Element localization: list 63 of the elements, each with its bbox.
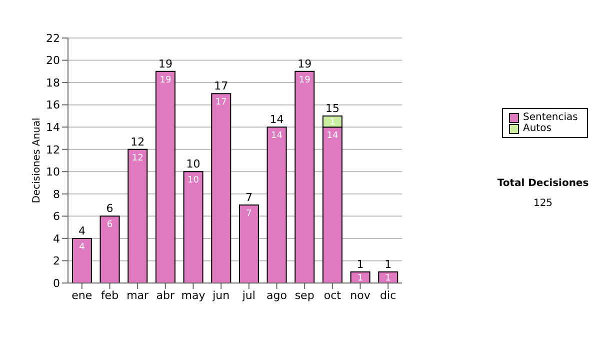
bar (72, 238, 92, 283)
x-tick-label: feb (100, 288, 119, 302)
y-tick-label: 10 (46, 166, 60, 179)
data-label: 17 (215, 98, 227, 108)
bar (155, 70, 176, 283)
y-tick-label: 14 (46, 120, 60, 134)
data-label: 6 (106, 220, 113, 230)
x-tick-label: ene (72, 288, 92, 302)
data-label: 19 (160, 75, 172, 86)
total-label: 1 (384, 258, 392, 271)
y-tick-label: 4 (53, 232, 60, 246)
bar (211, 93, 232, 283)
x-tick-label: dic (380, 288, 396, 302)
data-label: 19 (298, 75, 311, 86)
y-tick-label: 20 (46, 54, 60, 68)
bar (294, 70, 315, 283)
y-tick-label: 8 (53, 188, 60, 201)
bar (100, 216, 120, 283)
data-label: 1 (357, 273, 364, 284)
total-label: 7 (245, 191, 252, 204)
total-label: 17 (214, 80, 228, 93)
total-label: 4 (78, 224, 86, 238)
text: Total Decisiones (496, 178, 590, 189)
data-label: 12 (132, 153, 144, 164)
data-label: 1 (330, 118, 336, 128)
data-label: 14 (271, 131, 283, 142)
total-label: 1 (356, 258, 364, 271)
x-tick-label: jul (241, 288, 256, 302)
x-tick-label: jun (212, 288, 230, 302)
total-label: 6 (106, 202, 114, 216)
total-label: 12 (130, 135, 145, 148)
data-label: 1 (385, 273, 391, 284)
y-tick-label: 16 (46, 98, 60, 112)
bar (238, 204, 259, 283)
y-tick-label: 12 (46, 143, 60, 156)
x-tick-label: mar (126, 288, 150, 302)
bar (266, 126, 287, 283)
x-tick-label: may (181, 288, 206, 302)
bar (183, 171, 204, 283)
total-label: 10 (186, 158, 200, 171)
total-label: 19 (158, 57, 172, 70)
data-label: 10 (188, 176, 200, 186)
y-tick-label: 0 (53, 276, 60, 290)
text: 125 (532, 198, 554, 209)
total-label: 19 (298, 57, 312, 70)
x-tick-label: nov (350, 288, 371, 302)
x-tick-label: sep (294, 288, 314, 302)
y-tick-label: 2 (53, 254, 60, 268)
legend-label: Autos (523, 123, 552, 134)
total-label: 15 (325, 102, 340, 115)
y-tick-label: 6 (53, 210, 60, 224)
total-label: 14 (270, 113, 284, 126)
y-axis-title: Decisiones Anual (32, 118, 43, 204)
x-tick-label: oct (324, 288, 342, 302)
legend-label: Sentencias (523, 112, 578, 123)
x-tick-label: ago (266, 288, 288, 302)
data-label: 4 (79, 242, 86, 252)
y-tick-label: 18 (46, 76, 60, 90)
bar (128, 148, 148, 283)
data-label: 7 (246, 209, 252, 220)
data-label: 14 (326, 131, 338, 142)
x-tick-label: abr (156, 288, 176, 302)
y-tick-label: 22 (46, 32, 60, 45)
